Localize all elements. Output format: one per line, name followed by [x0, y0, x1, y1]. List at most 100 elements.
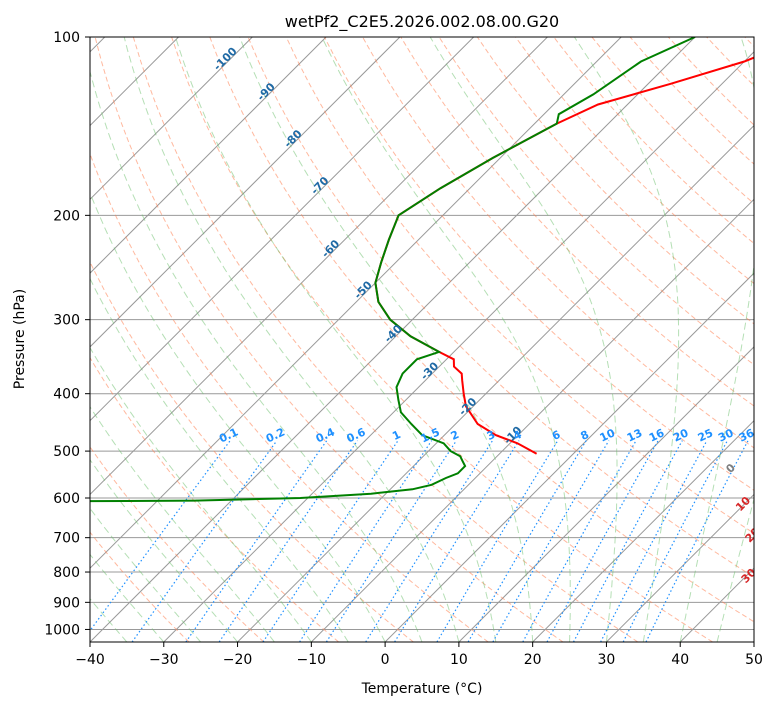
mixing-ratio-line	[492, 440, 610, 642]
moist-adiabat	[90, 507, 202, 642]
mixing-ratio-line	[546, 440, 659, 642]
moist-adiabat	[90, 458, 238, 642]
isotherm-gridline	[90, 37, 548, 496]
dry-adiabat	[90, 356, 339, 642]
moist-adiabat	[90, 69, 423, 642]
x-tick-label: −10	[297, 652, 327, 668]
mixing-ratio-line	[467, 440, 587, 642]
mixing-ratio-line	[522, 440, 637, 642]
moist-adiabat	[679, 37, 754, 642]
moist-adiabat	[90, 405, 275, 642]
x-tick-label: −30	[149, 652, 179, 668]
dry-adiabat	[90, 260, 414, 642]
mixing-ratio-label: 20	[671, 426, 691, 444]
isotherm-gridline	[237, 124, 754, 642]
mixing-ratio-line	[572, 440, 683, 642]
mixing-ratio-line	[436, 440, 559, 642]
y-tick-label: 300	[53, 313, 80, 329]
moist-adiabat-label: 20	[743, 525, 763, 545]
x-tick-label: 40	[671, 652, 689, 668]
plot-frame	[89, 36, 755, 643]
x-tick-label: −20	[223, 652, 253, 668]
mixing-ratio-label: 36	[737, 426, 757, 444]
y-axis-label: Pressure (hPa)	[12, 289, 28, 389]
x-tick-label: 0	[381, 652, 390, 668]
moist-adiabat	[90, 277, 349, 642]
dry-adiabat	[515, 37, 754, 285]
dry-adiabat	[132, 37, 639, 642]
y-tick-label: 1000	[44, 622, 80, 638]
mixing-ratio-lines	[90, 440, 749, 642]
mixing-ratio-line	[218, 440, 358, 642]
y-tick-label: 400	[53, 387, 80, 403]
series-line-dewpoint	[90, 37, 696, 503]
moist-adiabat	[90, 597, 128, 642]
mixing-ratio-line	[90, 440, 231, 632]
dry-adiabat	[285, 37, 754, 535]
mixing-ratio-label: 30	[716, 426, 736, 444]
x-axis: −40 −30 −20 −10 0 10 20 30 40 50	[75, 642, 763, 668]
isotherm-gridline	[90, 37, 327, 274]
moist-adiabat	[90, 191, 386, 642]
x-tick-label: 20	[524, 652, 542, 668]
mixing-ratio-label: 25	[696, 426, 715, 444]
isotherm-gridline	[90, 37, 401, 348]
dry-adiabat	[438, 37, 754, 366]
isotherm-gridline	[532, 419, 754, 642]
moist-adiabats	[90, 37, 754, 642]
moist-adiabat	[321, 37, 571, 642]
moist-adiabat	[429, 37, 618, 642]
dry-adiabat	[90, 152, 489, 642]
x-tick-label: 30	[598, 652, 616, 668]
y-tick-label: 100	[53, 30, 80, 46]
moist-adiabat	[123, 37, 460, 642]
mixing-ratio-label: 16	[647, 426, 667, 444]
mixing-ratio-label: 13	[625, 426, 644, 444]
dry-adiabat	[362, 37, 754, 449]
mixing-ratio-line	[299, 440, 433, 642]
isotherm-gridline	[90, 37, 622, 569]
dry-adiabat	[323, 37, 754, 491]
plot-area: -100-90-80-70-60-50-40-30-20-10010203040…	[90, 37, 763, 642]
moist-adiabat	[90, 346, 312, 642]
sounding-series	[90, 37, 754, 503]
dry-adiabat	[90, 446, 265, 642]
y-axis: 100 200 300 400 500 600 700 800 900 1000	[44, 30, 90, 638]
y-tick-label: 800	[53, 565, 80, 581]
dry-adiabats	[90, 37, 754, 642]
mixing-ratio-line	[645, 440, 749, 642]
isotherm-gridline	[90, 37, 475, 422]
isotherm-gridline	[90, 37, 696, 642]
mixing-ratio-line	[365, 440, 494, 642]
moist-adiabat	[573, 37, 680, 642]
y-tick-label: 700	[53, 531, 80, 547]
y-tick-label: 200	[53, 208, 80, 224]
isotherm-gridline	[384, 272, 754, 642]
isotherm-gridlines	[90, 37, 754, 642]
y-tick-label: 600	[53, 491, 80, 507]
x-tick-label: 10	[450, 652, 468, 668]
dry-adiabat	[94, 37, 564, 642]
mixing-ratio-line	[131, 440, 278, 642]
mixing-ratio-line	[262, 440, 399, 642]
mixing-ratio-line	[394, 440, 520, 642]
isotherm-gridline	[606, 493, 754, 642]
isotherm-gridline	[163, 51, 754, 642]
x-axis-label: Temperature (°C)	[361, 681, 483, 697]
dry-adiabat	[90, 531, 190, 642]
x-tick-label: 50	[745, 652, 763, 668]
mixing-ratio-label: 10	[598, 426, 618, 444]
mixing-ratio-line	[185, 440, 328, 642]
moist-adiabat	[239, 37, 534, 642]
moist-adiabat	[90, 553, 165, 642]
dry-adiabat	[209, 37, 754, 623]
isotherm-gridline	[90, 37, 253, 201]
y-tick-label: 900	[53, 595, 80, 611]
y-tick-label: 500	[53, 444, 80, 460]
x-tick-label: −40	[75, 652, 105, 668]
isotherm-gridline	[458, 346, 754, 642]
chart-title: wetPf2_C2E5.2026.002.08.00.G20	[285, 12, 559, 32]
dry-adiabat	[171, 37, 713, 642]
